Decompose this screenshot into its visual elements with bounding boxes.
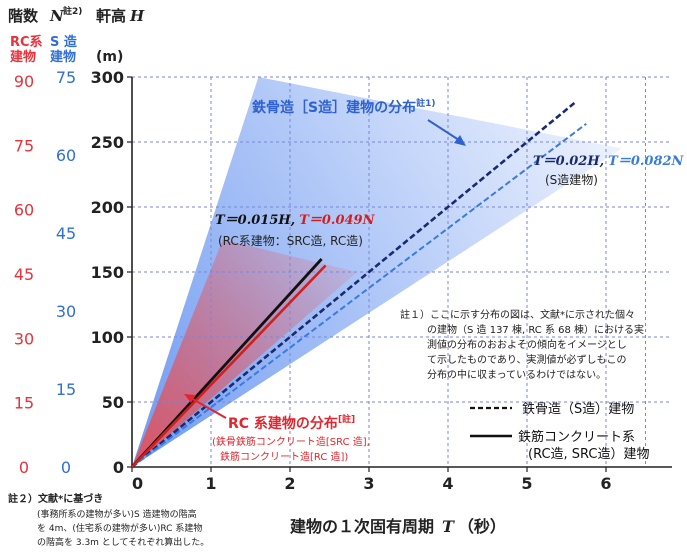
s-formula-sub: (S造建物)	[545, 173, 598, 187]
rc-header-2: 建物	[10, 49, 36, 65]
s-distribution-arrowhead	[454, 135, 466, 146]
note-2: 註２）文献*に基づき (事務所系の建物が多い)S 造建物の階高 を 4m、(住宅…	[8, 492, 209, 548]
rc-distribution-arrow	[188, 396, 227, 419]
x-tick-label: 3	[363, 474, 374, 493]
rc-formula: T＝0.015H, T＝0.049N	[215, 213, 376, 228]
s-distribution-label: 鉄骨造［S造］建物の分布註1)	[252, 97, 435, 116]
legend-rc-label-2: (RC造, SRC造）建物	[528, 447, 650, 462]
s-floor-tick-label: 75	[56, 68, 76, 87]
x-tick-label: 0	[132, 474, 143, 493]
x-tick-label: 6	[600, 474, 611, 493]
axes: 0 1 2 3 4 5 6050100150200250300015304560759001…	[14, 68, 672, 493]
s-header-2: 建物	[50, 49, 76, 65]
grid	[132, 76, 672, 467]
y-tick-label: 250	[91, 133, 124, 152]
floor-count-symbol: N	[49, 7, 65, 25]
legend-steel-label: 鉄骨造（S造）建物	[522, 402, 634, 417]
y-tick-label: 150	[91, 263, 124, 282]
y-tick-label: 300	[91, 68, 124, 87]
s-floor-tick-label: 30	[56, 302, 76, 321]
rc-floor-tick-label: 60	[14, 201, 34, 220]
rc-distribution-sub-2: 鉄筋コンクリート造[RC 造])	[220, 450, 348, 463]
rc-floor-tick-label: 15	[14, 394, 34, 413]
s-distribution-arrow	[427, 119, 463, 143]
legend-rc-label-1: 鉄筋コンクリート系	[518, 429, 635, 445]
rc-floor-line	[131, 264, 327, 468]
x-tick-label: 1	[205, 474, 216, 493]
y-tick-label: 200	[91, 198, 124, 217]
rc-floor-tick-label: 0	[19, 458, 29, 477]
note-2-line: を 4m、(住宅系の建物が多い)RC 系建物	[37, 522, 202, 534]
y-unit: (m)	[96, 49, 123, 65]
rc-floor-tick-label: 75	[14, 136, 34, 155]
rc-floor-tick-label: 30	[14, 329, 34, 348]
s-floor-tick-label: 45	[56, 224, 76, 243]
floor-count-note: 註2)	[63, 5, 82, 17]
rc-distribution-arrowhead	[184, 394, 196, 403]
y-tick-label: 50	[102, 393, 124, 412]
note-2-line: の階高を 3.3m としてそれぞれ算出した。	[37, 536, 209, 548]
height-axis-symbol: H	[129, 7, 145, 25]
note-2-line: (事務所系の建物が多い)S 造建物の階高	[37, 508, 197, 520]
y-tick-label: 100	[91, 328, 124, 347]
steel-floor-line	[131, 123, 587, 468]
s-formula: T＝0.02H, T＝0.082N	[533, 154, 685, 169]
rc-floor-tick-label: 90	[14, 72, 34, 91]
note-1-line: 註１）ここに示す分布の図は、文献*に示された個々	[400, 308, 635, 321]
rc-distribution-sub-1: (鉄骨鉄筋コンクリート造[SRC 造],	[212, 435, 370, 448]
s-floor-tick-label: 15	[56, 380, 76, 399]
legend: 鉄骨造（S造）建物 鉄筋コンクリート系 (RC造, SRC造）建物	[470, 402, 650, 462]
x-axis-label: 建物の１次固有周期 T （秒）	[290, 517, 506, 536]
note-1-line: 測値の分布のおおよその傾向をイメージとし	[427, 338, 627, 351]
rc-header-1: RC系	[10, 34, 43, 50]
s-header-1: S 造	[50, 34, 78, 50]
note-2-line: 註２）文献*に基づき	[8, 492, 103, 505]
note-1-line: の建物（S 造 137 棟, RC 系 68 棟）における実	[427, 323, 644, 336]
s-floor-tick-label: 60	[56, 146, 76, 165]
rc-formula-sub: (RC系建物：SRC造, RC造)	[218, 234, 363, 248]
note-1-line: て示したものであり、実測値が必ずしもこの	[427, 353, 627, 366]
steel-distribution-band	[132, 77, 622, 467]
rc-floor-tick-label: 45	[14, 265, 34, 284]
note-1-line: 分布の中に収まっているわけではない。	[427, 368, 606, 381]
rc-distribution-label: RC 系建物の分布[註]	[228, 413, 355, 432]
floor-count-title: 階数	[8, 7, 39, 25]
y-tick-label: 0	[113, 458, 124, 477]
height-axis-title: 軒高	[96, 7, 126, 25]
x-tick-label: 5	[521, 474, 532, 493]
s-floor-tick-label: 0	[61, 458, 71, 477]
note-1: 註１）ここに示す分布の図は、文献*に示された個々 の建物（S 造 137 棟, …	[400, 308, 644, 381]
x-tick-label: 4	[442, 474, 453, 493]
x-tick-label: 2	[284, 474, 295, 493]
